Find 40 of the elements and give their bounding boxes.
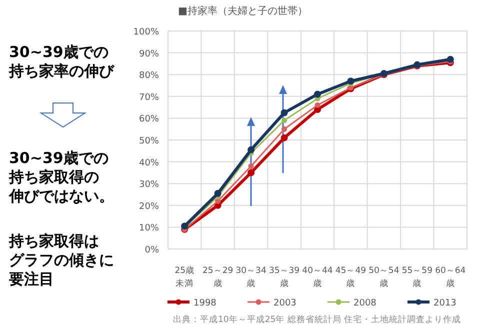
y-tick-label: 20% [138,202,160,212]
x-tick-label: 40～44歳 [302,266,333,289]
y-tick-label: 90% [138,49,160,60]
text: 30~39歳での持ち家取得の伸びではない。 [8,149,114,205]
point [314,102,320,108]
chart-title: ■持家率（夫婦と子の世帯） [178,5,308,17]
y-tick-label: 50% [138,136,160,146]
point [280,134,288,142]
legend-label: 2013 [434,298,456,308]
point [280,109,288,116]
x-tick-label: 50～54歳 [368,266,400,289]
point [248,163,254,169]
y-tick-label: 100% [133,28,160,38]
x-tick-label: 45～49歳 [335,266,366,289]
point [248,169,255,176]
x-tick-label: 35～39歳 [268,266,300,289]
point [248,146,255,154]
x-tick-label: 25～29歳 [202,266,234,289]
x-tick-label: 30～34歳 [236,266,266,289]
legend-label: 1998 [194,298,217,308]
y-tick-label: 30% [138,180,160,190]
y-tick-label: 0% [144,246,160,256]
source-note: 出典：平成10年～平成25年 総務省統計局 住宅・土地統計調査より作成 [173,314,462,325]
x-tick-label: 60～64歳 [435,266,466,289]
point [281,126,288,132]
x-tick-label: 25歳未満 [174,265,195,289]
y-tick-label: 80% [138,71,160,82]
y-tick-label: 60% [138,114,160,125]
legend-label: 2008 [354,298,377,308]
point [314,90,321,98]
x-tick-label: 55～59歳 [402,266,432,289]
text: 持ち家取得はグラフの傾きに要注目 [8,232,114,288]
text: 30~39歳での持ち家率の伸び [8,43,115,80]
point [214,190,222,197]
point [347,78,354,85]
point [281,118,288,124]
y-tick-label: 10% [138,224,160,234]
y-tick-label: 70% [138,92,160,103]
legend-label: 2003 [274,298,296,308]
y-tick-label: 40% [138,158,160,168]
